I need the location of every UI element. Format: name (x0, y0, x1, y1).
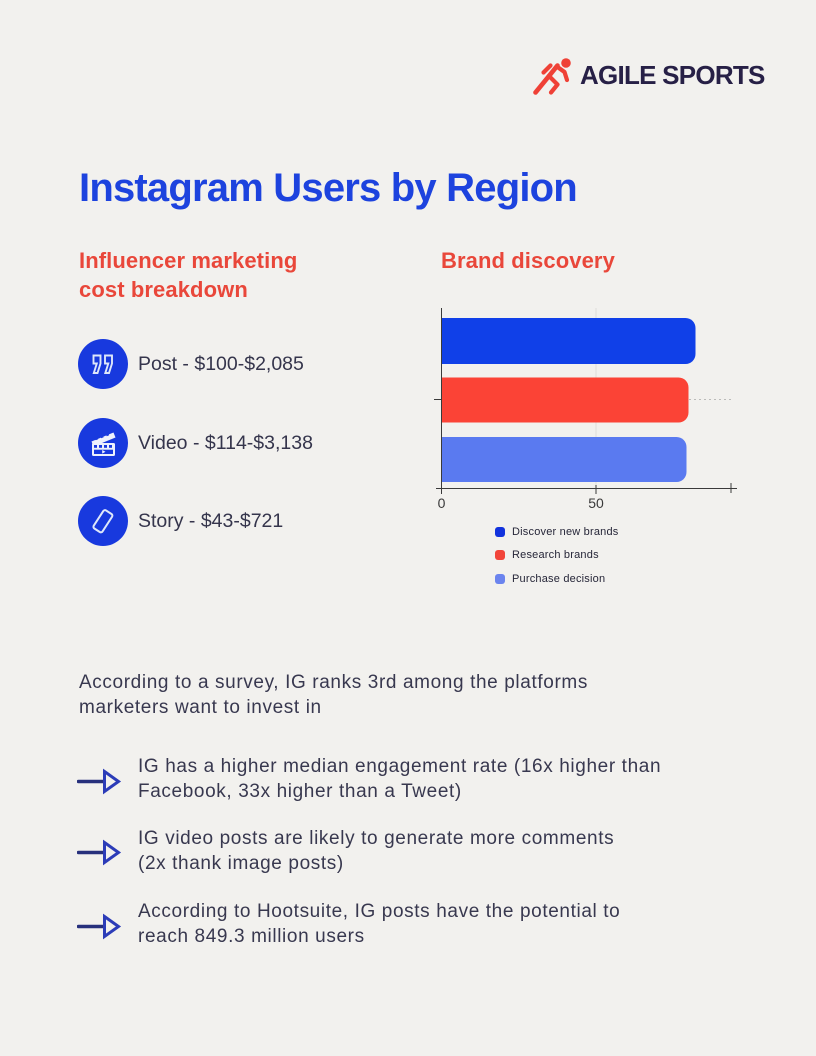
svg-text:50: 50 (588, 495, 604, 511)
svg-text:0: 0 (438, 495, 446, 511)
